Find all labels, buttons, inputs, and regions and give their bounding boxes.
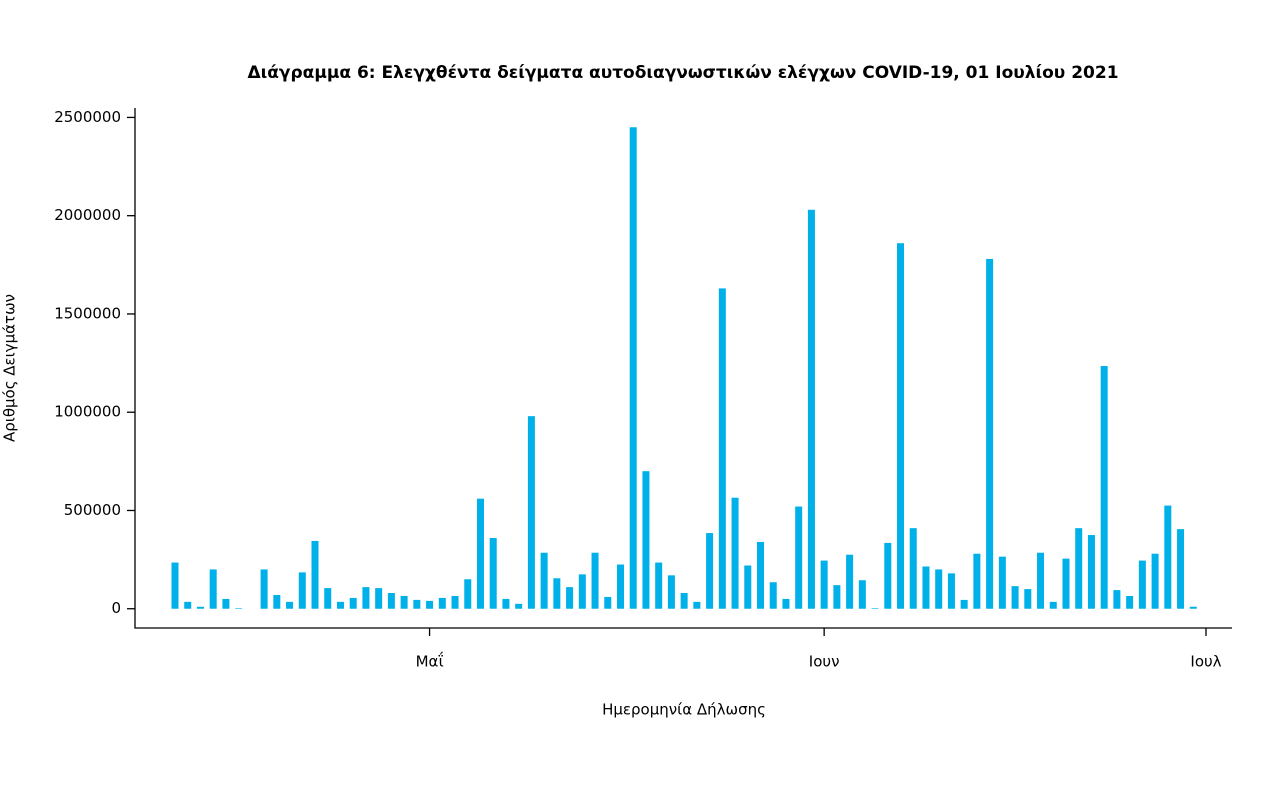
bar xyxy=(502,598,510,609)
bar xyxy=(795,506,803,609)
bar xyxy=(349,597,357,609)
bar xyxy=(757,541,765,609)
y-tick-label: 2000000 xyxy=(54,206,121,224)
bar xyxy=(489,537,497,609)
bar xyxy=(947,573,955,609)
bar xyxy=(273,594,281,609)
bar xyxy=(731,497,739,609)
bar xyxy=(171,562,179,609)
bar xyxy=(1049,601,1057,609)
bar xyxy=(1024,589,1032,609)
bar xyxy=(196,606,204,609)
bar xyxy=(1075,528,1083,609)
bar xyxy=(782,598,790,609)
bar xyxy=(616,564,624,609)
bar xyxy=(591,552,599,609)
bar xyxy=(553,578,561,609)
bar xyxy=(451,595,459,609)
bar xyxy=(960,599,968,609)
bar xyxy=(578,574,586,609)
bar xyxy=(909,528,917,609)
x-axis-label: Ημερομηνία Δήλωσης xyxy=(602,701,766,719)
bar xyxy=(1151,553,1159,609)
bar xyxy=(820,560,828,609)
bar xyxy=(426,600,434,609)
bar xyxy=(540,552,548,609)
bar xyxy=(235,608,243,609)
bar xyxy=(260,569,268,609)
y-tick-label: 500000 xyxy=(64,501,121,519)
bar xyxy=(1011,586,1019,609)
bar xyxy=(438,597,446,609)
bar xyxy=(1113,590,1121,609)
bar xyxy=(566,587,574,609)
bar xyxy=(1100,366,1108,609)
bar xyxy=(527,416,535,609)
bar xyxy=(858,580,866,609)
bar xyxy=(222,598,230,609)
bar xyxy=(324,588,332,609)
bar xyxy=(604,596,612,609)
bar xyxy=(744,565,752,609)
x-tick-label: Μαΐ xyxy=(416,651,444,671)
bar xyxy=(871,608,879,609)
bar xyxy=(362,587,370,609)
bar xyxy=(655,562,663,609)
bar xyxy=(387,593,395,609)
bar xyxy=(1138,560,1146,609)
bar xyxy=(718,288,726,609)
y-tick-label: 0 xyxy=(111,599,121,617)
bar xyxy=(998,556,1006,609)
bar xyxy=(476,498,484,609)
x-tick-label: Ιουλ xyxy=(1190,653,1221,671)
bar xyxy=(464,579,472,609)
bar xyxy=(884,542,892,609)
bar xyxy=(1087,535,1095,609)
bar xyxy=(1126,595,1134,609)
y-axis-label: Αριθμός Δειγμάτων xyxy=(1,294,19,442)
bar xyxy=(184,601,192,609)
bar xyxy=(667,575,675,609)
bar xyxy=(680,593,688,609)
bar xyxy=(693,601,701,609)
bar xyxy=(833,585,841,609)
bar xyxy=(1164,505,1172,609)
bar xyxy=(642,471,650,609)
bar xyxy=(286,601,294,609)
bar xyxy=(1062,558,1070,609)
bar xyxy=(897,243,905,609)
bar xyxy=(706,533,714,609)
axes xyxy=(134,108,1232,629)
chart-title: Διάγραμμα 6: Ελεγχθέντα δείγματα αυτοδια… xyxy=(247,63,1118,83)
bar xyxy=(807,209,815,609)
bar xyxy=(846,554,854,609)
bar xyxy=(935,569,943,609)
bar xyxy=(1037,552,1045,609)
bar xyxy=(336,601,344,609)
bar xyxy=(413,599,421,609)
x-tick-label: Ιουν xyxy=(809,653,840,671)
bar xyxy=(400,595,408,609)
bar xyxy=(1177,529,1185,609)
y-tick-label: 1500000 xyxy=(54,304,121,322)
bar xyxy=(769,582,777,609)
bar xyxy=(515,603,523,609)
bar xyxy=(629,127,637,609)
bar xyxy=(1189,606,1197,609)
bar xyxy=(209,569,217,609)
bar xyxy=(973,553,981,609)
y-tick-label: 1000000 xyxy=(54,403,121,421)
bar xyxy=(298,572,306,609)
bar xyxy=(311,540,319,609)
bar xyxy=(922,566,930,609)
bar xyxy=(986,258,994,609)
y-tick-label: 2500000 xyxy=(54,108,121,126)
bar xyxy=(375,588,383,609)
